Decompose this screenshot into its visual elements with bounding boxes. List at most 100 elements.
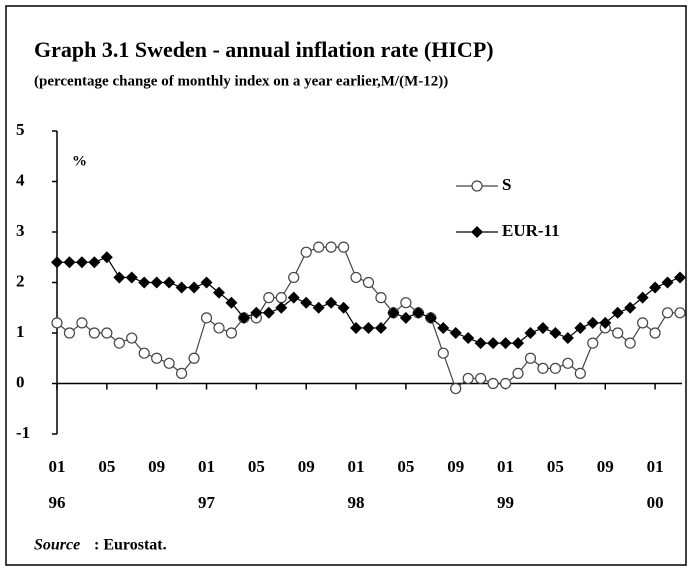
point: [51, 256, 63, 269]
point: [287, 291, 300, 304]
point: [325, 241, 337, 253]
y-tick-label: 5: [16, 120, 25, 139]
x-tick-label: 01: [647, 457, 664, 476]
x-tick-label: 05: [397, 457, 414, 476]
point: [113, 337, 125, 349]
x-year-label: 98: [348, 493, 365, 512]
legend-label: EUR-11: [502, 221, 560, 240]
point: [175, 281, 188, 294]
point: [113, 271, 126, 284]
legend-marker: [471, 226, 483, 238]
point: [674, 307, 686, 319]
point: [412, 306, 425, 319]
y-tick-label: 1: [16, 322, 25, 341]
x-tick-label: 09: [298, 457, 315, 476]
point: [537, 362, 549, 374]
y-tick-label: 0: [16, 372, 25, 391]
point: [574, 321, 587, 334]
point: [138, 276, 151, 289]
point: [275, 292, 287, 304]
point: [487, 377, 499, 390]
x-year-label: 97: [198, 493, 216, 512]
point: [474, 337, 487, 350]
point: [399, 311, 412, 324]
point: [100, 251, 113, 264]
point: [612, 327, 624, 339]
x-tick-label: 05: [547, 457, 564, 476]
point: [300, 246, 312, 258]
legend-label: S: [502, 175, 511, 194]
point: [562, 357, 574, 369]
point: [674, 271, 686, 284]
point: [88, 327, 100, 339]
point: [637, 317, 649, 329]
point: [599, 316, 612, 329]
point: [374, 321, 387, 334]
point: [275, 301, 288, 314]
point: [163, 357, 175, 369]
source-label: Source: [34, 537, 80, 554]
series-line: [56, 246, 680, 390]
x-year-label: 99: [497, 493, 514, 512]
point: [362, 321, 375, 334]
point: [138, 347, 150, 359]
point: [101, 327, 113, 339]
point: [661, 276, 674, 289]
point: [524, 327, 537, 339]
point: [649, 327, 661, 339]
point: [63, 327, 76, 339]
point: [462, 332, 475, 345]
x-tick-label: 09: [148, 457, 165, 476]
x-year-label: 96: [49, 493, 66, 512]
point: [151, 352, 163, 364]
x-tick-label: 01: [497, 457, 514, 476]
point: [176, 367, 188, 379]
point: [313, 241, 325, 253]
point: [250, 306, 263, 319]
point: [512, 337, 525, 350]
point: [350, 321, 363, 334]
frame: [5, 5, 687, 566]
x-tick-label: 09: [447, 457, 464, 476]
chart-subtitle: (percentage change of monthly index on a…: [34, 73, 448, 89]
y-tick-label: -1: [16, 423, 30, 442]
x-tick-label: 05: [98, 457, 115, 476]
point: [586, 316, 599, 329]
x-tick-label: 01: [49, 457, 66, 476]
point: [325, 296, 338, 309]
point: [387, 306, 400, 319]
point: [524, 352, 537, 364]
y-tick-label: 4: [16, 170, 25, 189]
point: [126, 332, 138, 344]
point: [125, 271, 138, 284]
point: [661, 307, 674, 319]
point: [437, 347, 449, 359]
point: [536, 321, 549, 334]
point: [624, 337, 636, 349]
x-tick-label: 09: [597, 457, 614, 476]
point: [200, 312, 213, 324]
source-text: : Eurostat.: [94, 537, 167, 554]
point: [350, 271, 362, 284]
point: [574, 367, 586, 379]
point: [424, 311, 437, 324]
point: [487, 337, 500, 350]
point: [512, 367, 524, 379]
point: [499, 337, 512, 350]
point: [237, 311, 250, 324]
point: [312, 301, 325, 314]
point: [587, 337, 599, 349]
point: [188, 352, 200, 364]
point: [225, 327, 238, 339]
point: [225, 296, 238, 309]
point: [636, 291, 649, 304]
point: [561, 332, 574, 345]
point: [63, 256, 76, 269]
point: [213, 322, 225, 334]
chart-title: Graph 3.1 Sweden - annual inflation rate…: [34, 37, 494, 62]
point: [450, 382, 462, 395]
point: [475, 372, 487, 385]
point: [200, 276, 213, 289]
point: [549, 327, 562, 339]
